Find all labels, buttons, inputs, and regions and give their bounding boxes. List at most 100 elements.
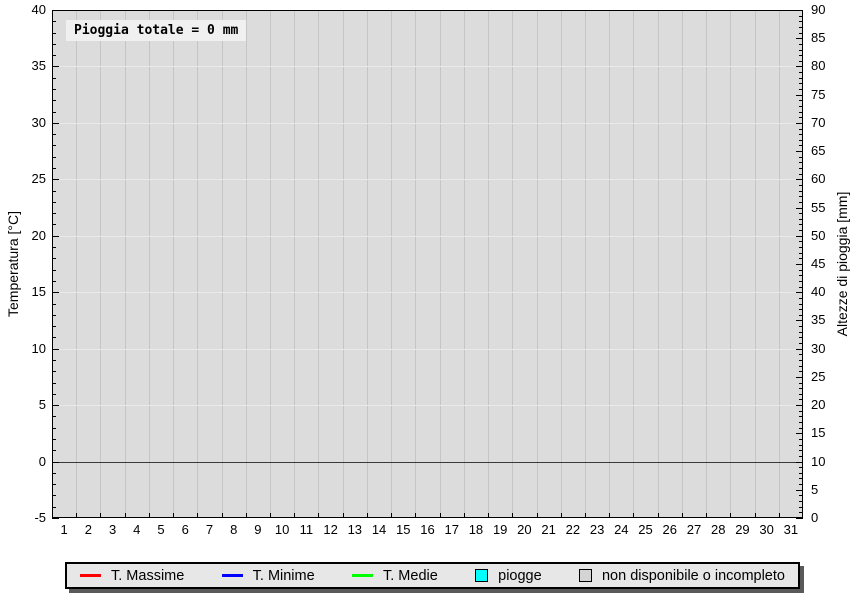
right-axis-minor-tick bbox=[799, 399, 803, 401]
left-axis-minor-tick bbox=[52, 450, 56, 452]
right-axis-minor-tick bbox=[799, 247, 803, 249]
right-axis-tick-label: 70 bbox=[811, 114, 826, 130]
left-axis-major-tick bbox=[52, 405, 59, 407]
right-axis-major-tick bbox=[796, 264, 803, 265]
right-axis-major-tick bbox=[796, 405, 803, 407]
gridline-vertical bbox=[754, 10, 756, 518]
x-axis-day-label: 7 bbox=[205, 522, 214, 537]
right-axis-minor-tick bbox=[799, 230, 803, 232]
right-axis-minor-tick bbox=[799, 134, 803, 136]
legend: T. Massime T. Minime T. Medie piogge non dis… bbox=[65, 562, 800, 589]
left-axis-minor-tick bbox=[52, 43, 56, 45]
bottom-axis-tick bbox=[245, 513, 247, 518]
left-axis-major-tick bbox=[52, 518, 59, 519]
right-axis-minor-tick bbox=[799, 21, 803, 23]
legend-line-swatch bbox=[80, 574, 101, 577]
bottom-axis-tick bbox=[681, 513, 683, 518]
x-axis-day-label: 28 bbox=[710, 522, 726, 537]
right-axis-minor-tick bbox=[799, 303, 803, 305]
right-axis-minor-tick bbox=[799, 100, 803, 102]
gridline-vertical bbox=[415, 10, 417, 518]
gridline-vertical bbox=[560, 10, 562, 518]
gridline-vertical bbox=[197, 10, 199, 518]
x-axis-day-label: 24 bbox=[614, 522, 629, 537]
bottom-axis-tick bbox=[778, 513, 780, 518]
right-axis-minor-tick bbox=[799, 196, 803, 198]
bottom-axis-tick bbox=[391, 513, 393, 518]
x-axis-day-label: 30 bbox=[759, 522, 774, 537]
left-axis-minor-tick bbox=[52, 314, 56, 316]
gridline-vertical bbox=[173, 10, 175, 518]
left-axis-major-tick bbox=[52, 66, 59, 68]
bottom-axis-tick bbox=[318, 513, 320, 518]
bottom-axis-tick bbox=[294, 513, 296, 518]
right-axis-minor-tick bbox=[799, 314, 803, 316]
right-axis-minor-tick bbox=[799, 190, 803, 192]
left-axis-minor-tick bbox=[52, 371, 56, 373]
bottom-axis-tick bbox=[342, 513, 344, 518]
bottom-axis-tick bbox=[270, 513, 272, 518]
right-axis-tick-label: 10 bbox=[811, 453, 826, 469]
right-axis-minor-tick bbox=[799, 162, 803, 164]
gridline-vertical bbox=[706, 10, 708, 518]
bottom-axis-tick bbox=[633, 513, 635, 518]
gridline-horizontal bbox=[52, 405, 803, 407]
legend-item: non disponibile o incompleto bbox=[578, 568, 785, 584]
bottom-axis-tick bbox=[512, 513, 514, 518]
right-axis-minor-tick bbox=[799, 297, 803, 299]
right-axis-minor-tick bbox=[799, 280, 803, 282]
gridline-horizontal bbox=[52, 348, 803, 350]
x-axis-day-label: 27 bbox=[686, 522, 702, 537]
right-axis-minor-tick bbox=[799, 331, 803, 333]
right-axis-minor-tick bbox=[799, 501, 803, 503]
x-axis-day-label: 23 bbox=[589, 522, 605, 537]
x-axis-day-label: 12 bbox=[323, 522, 338, 537]
right-axis-minor-tick bbox=[799, 156, 803, 158]
right-axis-tick-label: 60 bbox=[811, 171, 826, 187]
right-axis-tick-label: 65 bbox=[811, 143, 826, 159]
right-axis-minor-tick bbox=[799, 15, 803, 17]
gridline-vertical bbox=[342, 10, 344, 518]
left-axis-minor-tick bbox=[52, 382, 56, 384]
left-axis-tick-label: 30 bbox=[31, 114, 46, 130]
right-axis-major-tick bbox=[796, 10, 803, 11]
right-axis-minor-tick bbox=[799, 32, 803, 34]
gridline-vertical bbox=[463, 10, 465, 518]
right-axis-minor-tick bbox=[799, 77, 803, 79]
gridline-vertical bbox=[245, 10, 247, 518]
right-axis-major-tick bbox=[796, 433, 803, 435]
left-axis-major-tick bbox=[52, 10, 59, 11]
right-axis-tick-label: 25 bbox=[811, 368, 826, 384]
right-axis-major-tick bbox=[796, 235, 803, 237]
right-axis-minor-tick bbox=[799, 224, 803, 226]
right-axis-major-tick bbox=[796, 151, 803, 153]
left-axis-major-tick bbox=[52, 122, 59, 124]
left-axis-minor-tick bbox=[52, 495, 56, 497]
right-axis-minor-tick bbox=[799, 139, 803, 141]
right-axis-minor-tick bbox=[799, 343, 803, 345]
gridline-vertical bbox=[584, 10, 586, 518]
left-axis-minor-tick bbox=[52, 472, 56, 474]
right-axis-minor-tick bbox=[799, 145, 803, 147]
legend-item-label: T. Medie bbox=[383, 567, 438, 584]
right-axis-minor-tick bbox=[799, 49, 803, 51]
x-axis-day-label: 19 bbox=[492, 522, 508, 537]
bottom-axis-tick bbox=[584, 513, 586, 518]
right-axis-major-tick bbox=[796, 122, 803, 124]
left-axis-major-tick bbox=[52, 292, 59, 294]
gridline-vertical bbox=[778, 10, 780, 518]
right-axis-major-tick bbox=[796, 207, 803, 209]
gridline-vertical bbox=[318, 10, 320, 518]
right-axis-minor-tick bbox=[799, 512, 803, 514]
right-axis-major-tick bbox=[796, 376, 803, 378]
left-axis-minor-tick bbox=[52, 359, 56, 361]
left-axis-tick-label: 25 bbox=[31, 171, 46, 187]
right-axis-minor-tick bbox=[799, 111, 803, 113]
gridline-vertical bbox=[633, 10, 635, 518]
right-axis-tick-label: 20 bbox=[811, 397, 826, 413]
bottom-axis-tick bbox=[488, 513, 490, 518]
right-axis-tick-label: 85 bbox=[811, 30, 826, 46]
x-axis-day-label: 21 bbox=[541, 522, 556, 537]
right-axis-minor-tick bbox=[799, 484, 803, 486]
x-axis-day-label: 11 bbox=[299, 522, 314, 537]
